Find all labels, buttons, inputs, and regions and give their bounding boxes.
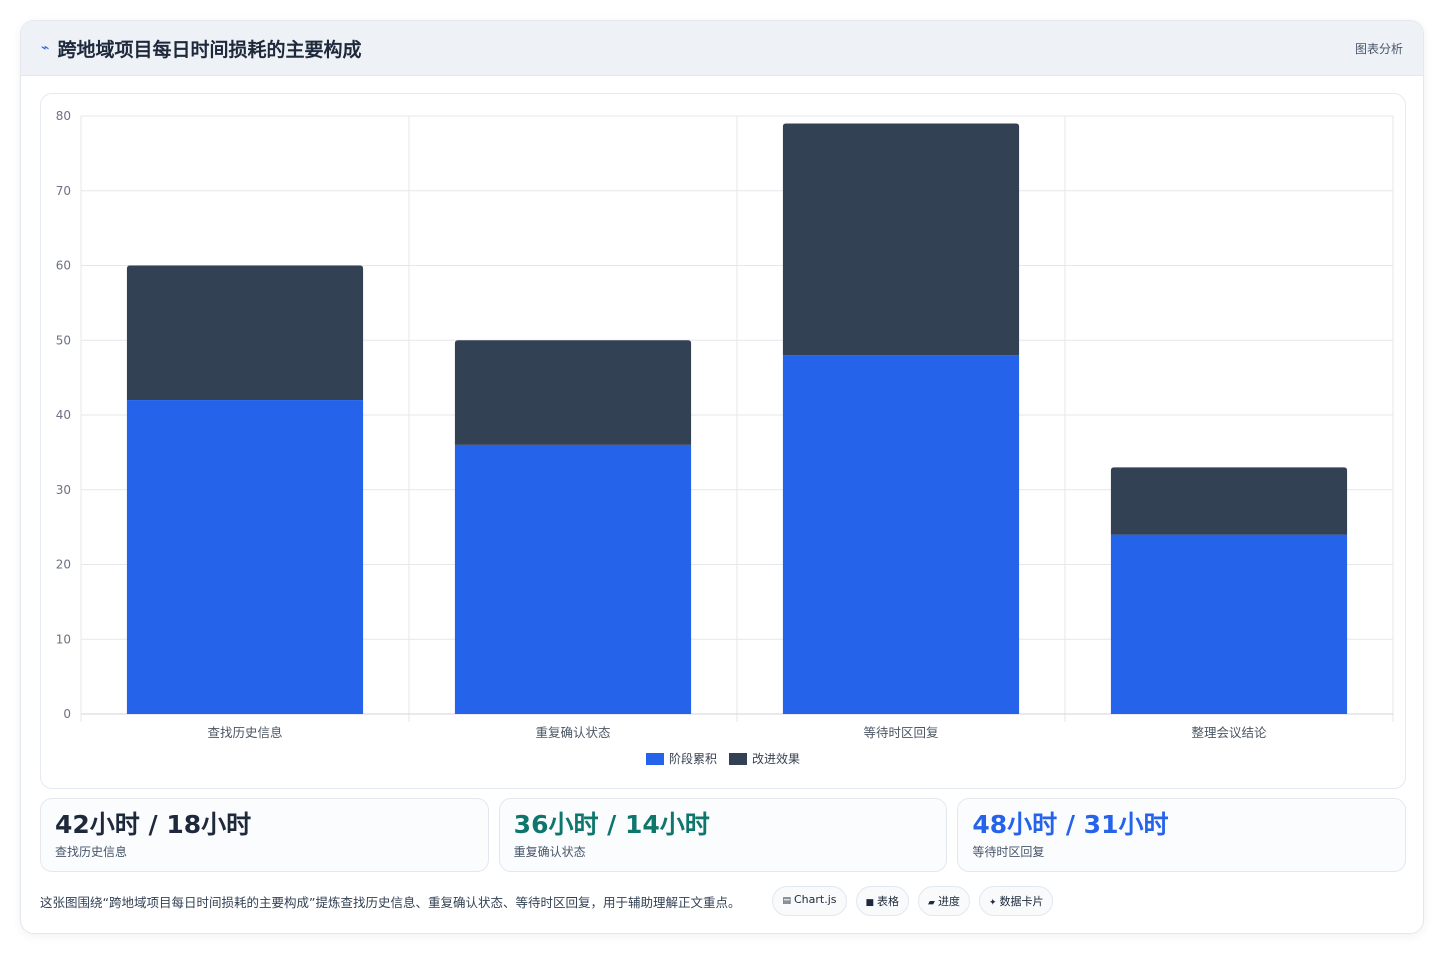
- y-tick-label: 30: [56, 483, 71, 497]
- stat-cards: 42小时 / 18小时 查找历史信息 36小时 / 14小时 重复确认状态 48…: [40, 798, 1407, 872]
- bar-segment[interactable]: [454, 340, 692, 445]
- y-tick-label: 40: [56, 408, 71, 422]
- stat-value: 36小时 / 14小时: [513, 810, 710, 839]
- chart-caption: 这张图围绕“跨地域项目每日时间损耗的主要构成”提炼查找历史信息、重复确认状态、等…: [40, 894, 741, 910]
- chart-legend: 阶段累积 改进效果: [41, 750, 1405, 767]
- bar-segment[interactable]: [782, 355, 1020, 714]
- chart-card: ⌁ 跨地域项目每日时间损耗的主要构成 图表分析 0 10 20 30 40 50 60 70 8…: [20, 20, 1424, 934]
- pill-data-card[interactable]: ✦ 数据卡片: [978, 886, 1054, 916]
- legend-label: 改进效果: [752, 752, 801, 766]
- pill-progress[interactable]: ▰ 进度: [918, 886, 970, 916]
- header-tag: 图表分析: [1354, 41, 1403, 56]
- bar-segment[interactable]: [126, 400, 364, 714]
- sparkle-icon: ✦: [988, 898, 997, 908]
- stat-label: 等待时区回复: [972, 845, 1045, 859]
- footer: 这张图围绕“跨地域项目每日时间损耗的主要构成”提炼查找历史信息、重复确认状态、等…: [40, 885, 1406, 917]
- x-tick-label: 重复确认状态: [535, 725, 610, 740]
- y-tick-label: 70: [56, 184, 71, 198]
- legend-swatch: [645, 752, 664, 765]
- y-tick-label: 0: [63, 707, 71, 721]
- pill-chartjs[interactable]: ▤ Chart.js: [772, 886, 847, 916]
- legend-swatch: [729, 752, 747, 765]
- x-tick-label: 整理会议结论: [1191, 725, 1267, 740]
- y-tick-label: 60: [56, 259, 71, 273]
- pill-label: Chart.js: [793, 893, 837, 906]
- progress-icon: ▰: [928, 898, 935, 908]
- card-header: ⌁ 跨地域项目每日时间损耗的主要构成 图表分析: [21, 21, 1423, 76]
- x-tick-label: 查找历史信息: [207, 725, 282, 740]
- pill-label: 数据卡片: [999, 895, 1044, 908]
- x-tick-label: 等待时区回复: [863, 725, 939, 740]
- page-title: 跨地域项目每日时间损耗的主要构成: [57, 38, 362, 61]
- bar-segment[interactable]: [126, 265, 364, 401]
- legend-label: 阶段累积: [668, 752, 717, 766]
- chart-line-icon: ⌁: [41, 40, 50, 56]
- bar-segment[interactable]: [1110, 534, 1348, 714]
- bar-segment[interactable]: [454, 444, 692, 714]
- y-tick-label: 80: [56, 109, 71, 123]
- stat-value: 42小时 / 18小时: [55, 810, 252, 839]
- bar-segment[interactable]: [1110, 467, 1348, 535]
- pill-label: 表格: [877, 895, 900, 908]
- pill-label: 进度: [937, 895, 960, 908]
- tag-pills: ▤ Chart.js ■ 表格 ▰ 进度 ✦ 数据卡片: [772, 886, 1054, 916]
- stat-label: 查找历史信息: [55, 845, 128, 859]
- stat-value: 48小时 / 31小时: [972, 810, 1169, 839]
- legend-item-series-0[interactable]: 阶段累积: [645, 750, 717, 767]
- bar-segment[interactable]: [782, 123, 1020, 356]
- chart-panel: 0 10 20 30 40 50 60 70 80 查找历史信息 重复确认状态 等待时区回复 整理会议结…: [40, 93, 1406, 789]
- stat-card: 36小时 / 14小时 重复确认状态: [498, 798, 948, 872]
- chart-icon: ▤: [782, 896, 791, 906]
- bar-chart: 0 10 20 30 40 50 60 70 80 查找历史信息 重复确认状态 等待时区回复 整理会议结…: [56, 109, 1394, 740]
- legend-item-series-1[interactable]: 改进效果: [729, 750, 800, 767]
- y-tick-label: 50: [56, 333, 71, 347]
- stat-label: 重复确认状态: [513, 845, 586, 859]
- y-tick-label: 10: [56, 632, 71, 646]
- y-tick-label: 20: [56, 558, 71, 572]
- stat-card: 48小时 / 31小时 等待时区回复: [957, 798, 1407, 872]
- table-icon: ■: [865, 898, 875, 908]
- stat-card: 42小时 / 18小时 查找历史信息: [40, 798, 489, 872]
- pill-table[interactable]: ■ 表格: [855, 886, 910, 916]
